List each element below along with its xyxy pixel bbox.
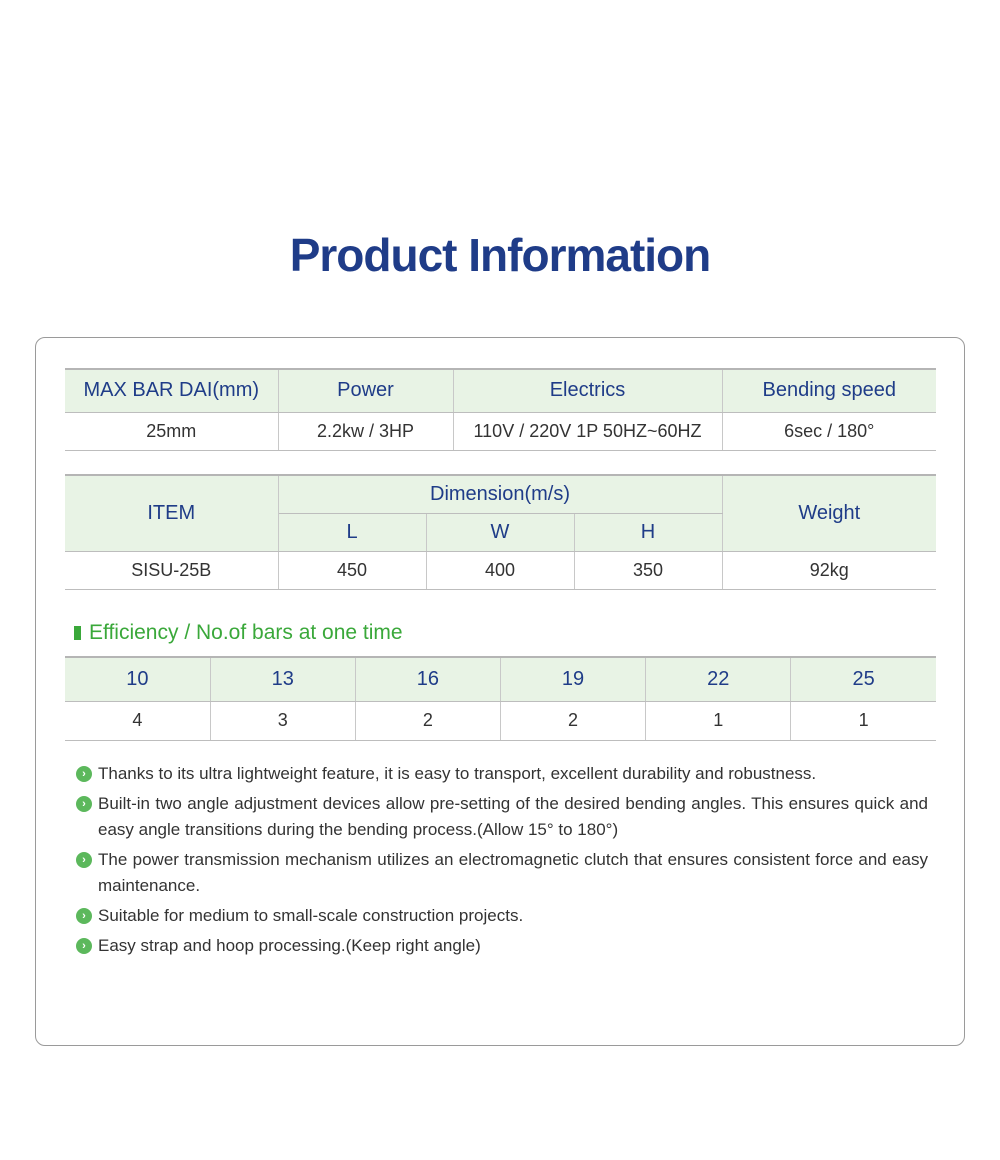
cell: 92kg [721,551,937,590]
chevron-right-circle-icon: › [76,908,92,924]
cell: 4 [65,701,211,741]
chevron-right-circle-icon: › [76,852,92,868]
header-dimension: Dimension(m/s) [277,475,723,514]
header-diameter: 10 [65,657,211,702]
list-item: › The power transmission mechanism utiliz… [76,847,928,899]
cell: 450 [277,551,427,590]
product-info-card: MAX BAR DAI(mm) Power Electrics Bending … [35,337,965,1046]
cell: 25mm [65,412,279,451]
list-item: › Built-in two angle adjustment devices a… [76,791,928,843]
spec-table: MAX BAR DAI(mm) Power Electrics Bending … [65,368,936,451]
table-row: SISU-25B 450 400 350 92kg [65,551,937,590]
feature-text: Easy strap and hoop processing.(Keep rig… [98,936,481,955]
feature-text: The power transmission mechanism utilize… [98,850,928,895]
header-electrics: Electrics [452,369,723,413]
header-w: W [425,513,575,552]
header-max-bar: MAX BAR DAI(mm) [65,369,279,413]
chevron-right-circle-icon: › [76,766,92,782]
list-item: › Thanks to its ultra lightweight feature… [76,761,928,787]
dimension-table: ITEM Dimension(m/s) Weight L W H SISU-25… [65,474,937,590]
header-diameter: 19 [499,657,647,702]
header-diameter: 13 [209,657,356,702]
cell: 6sec / 180° [721,412,936,451]
cell: 1 [645,701,792,741]
header-h: H [573,513,723,552]
cell: 2.2kw / 3HP [277,412,454,451]
cell: SISU-25B [65,551,279,590]
feature-list: › Thanks to its ultra lightweight feature… [76,761,928,963]
chevron-right-circle-icon: › [76,796,92,812]
feature-text: Thanks to its ultra lightweight feature,… [98,764,817,783]
header-weight: Weight [721,475,937,552]
chevron-right-circle-icon: › [76,938,92,954]
cell: 3 [209,701,356,741]
list-item: › Suitable for medium to small-scale cons… [76,903,928,929]
cell: 110V / 220V 1P 50HZ~60HZ [452,412,723,451]
feature-text: Built-in two angle adjustment devices al… [98,794,928,839]
cell: 350 [573,551,723,590]
header-diameter: 22 [645,657,792,702]
header-diameter: 16 [354,657,501,702]
feature-text: Suitable for medium to small-scale const… [98,906,524,925]
page-title: Product Information [289,229,712,281]
cell: 2 [354,701,501,741]
header-diameter: 25 [790,657,936,702]
efficiency-heading-text: Efficiency / No.of bars at one time [89,621,403,644]
cell: 2 [499,701,647,741]
header-power: Power [277,369,454,413]
efficiency-heading: Efficiency / No.of bars at one time [74,621,403,645]
square-bullet-icon [74,626,81,640]
header-l: L [278,513,427,552]
header-bending-speed: Bending speed [721,369,936,413]
header-item: ITEM [65,475,279,552]
table-row: 25mm 2.2kw / 3HP 110V / 220V 1P 50HZ~60H… [65,412,936,451]
cell: 400 [425,551,575,590]
cell: 1 [790,701,936,741]
list-item: › Easy strap and hoop processing.(Keep ri… [76,933,928,959]
